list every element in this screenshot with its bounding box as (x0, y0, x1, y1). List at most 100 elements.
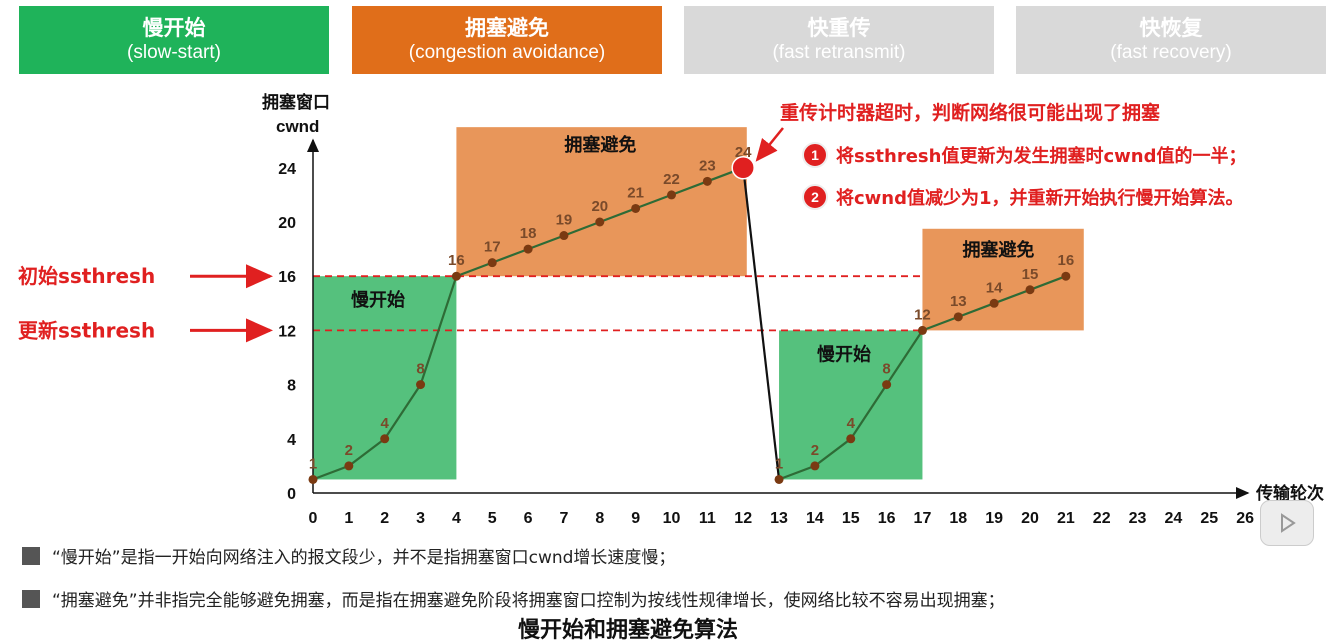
play-button[interactable] (1260, 500, 1314, 546)
x-tick-label: 25 (1200, 510, 1218, 527)
timeout-title: 重传计时器超时，判断网络很可能出现了拥塞 (780, 101, 1161, 124)
x-tick-label: 0 (309, 510, 318, 527)
data-point (810, 461, 820, 471)
step-number-badge (802, 142, 828, 168)
data-point (846, 434, 856, 444)
note-slow-start: “慢开始”是指一开始向网络注入的报文段少，并不是指拥塞窗口cwnd增长速度慢； (22, 543, 675, 568)
x-tick-label: 15 (842, 510, 860, 527)
bullet-square-icon (22, 590, 40, 608)
x-tick-label: 2 (380, 510, 389, 527)
x-tick-label: 22 (1093, 510, 1111, 527)
data-point (380, 434, 390, 444)
phase-fast-retransmit: 快重传 (fast retransmit) (684, 6, 994, 74)
y-tick-label: 12 (278, 323, 296, 340)
data-point-label: 13 (950, 293, 967, 310)
y-tick-label: 8 (287, 378, 296, 395)
x-tick-label: 12 (734, 510, 752, 527)
congestion-avoidance-region (456, 127, 747, 277)
data-point-label: 15 (1022, 266, 1039, 283)
x-tick-label: 21 (1057, 510, 1075, 527)
x-tick-label: 8 (595, 510, 604, 527)
bullet-square-icon (22, 547, 40, 565)
data-point (344, 461, 354, 471)
note-congestion-avoidance: “拥塞避免”并非指完全能够避免拥塞，而是指在拥塞避免阶段将拥塞窗口控制为按线性规… (22, 586, 1005, 611)
data-point (451, 271, 461, 281)
data-point (487, 258, 497, 268)
y-axis-title: 拥塞窗口 (262, 92, 330, 113)
data-point (1025, 285, 1035, 295)
video-subtitle: 慢开始和拥塞避免算法 (518, 618, 739, 643)
phase-fast-recovery: 快恢复 (fast recovery) (1016, 6, 1326, 74)
data-point-label: 24 (735, 144, 752, 161)
data-point-label: 19 (556, 212, 573, 229)
x-axis-title: 传输轮次 (1255, 483, 1324, 504)
phase-title: 拥塞避免 (465, 16, 549, 40)
y-tick-label: 0 (287, 486, 296, 503)
phase-title: 快恢复 (1139, 16, 1203, 40)
y-axis-unit: cwnd (276, 117, 319, 136)
data-point-label: 23 (699, 157, 716, 174)
phase-subtitle: (congestion avoidance) (408, 42, 606, 64)
data-point (1061, 271, 1071, 281)
data-point-label: 16 (448, 252, 465, 269)
x-tick-label: 23 (1129, 510, 1147, 527)
phase-congestion-avoidance: 拥塞避免 (congestion avoidance) (352, 6, 662, 74)
data-point (416, 380, 426, 390)
data-point (559, 231, 569, 241)
data-point (917, 325, 927, 335)
x-tick-label: 26 (1236, 510, 1254, 527)
step-text: 将cwnd值减少为1，并重新开始执行慢开始算法。 (836, 187, 1244, 209)
phase-title: 快重传 (807, 16, 871, 40)
phase-subtitle: (slow-start) (127, 42, 221, 64)
play-icon (1281, 513, 1296, 533)
phase-title: 慢开始 (142, 16, 206, 40)
timeout-event-marker (731, 156, 755, 180)
region-label: 慢开始 (351, 289, 405, 311)
data-point-label: 8 (882, 361, 890, 378)
region-label: 拥塞避免 (962, 239, 1034, 261)
y-tick-label: 24 (278, 161, 296, 178)
data-point (702, 176, 712, 186)
x-tick-label: 10 (663, 510, 681, 527)
x-tick-label: 18 (949, 510, 967, 527)
x-tick-label: 6 (524, 510, 533, 527)
cwnd-series-line (742, 167, 781, 480)
region-label: 拥塞避免 (564, 134, 636, 156)
x-tick-label: 4 (452, 510, 461, 527)
data-point-label: 12 (914, 306, 931, 323)
x-tick-label: 3 (416, 510, 425, 527)
step-text: 将ssthresh值更新为发生拥塞时cwnd值的一半； (836, 145, 1246, 167)
timeout-arrow-icon (755, 127, 784, 162)
data-point-label: 18 (520, 225, 537, 242)
x-tick-label: 24 (1165, 510, 1183, 527)
x-tick-label: 17 (914, 510, 932, 527)
data-point-label: 2 (811, 442, 819, 459)
region-label: 慢开始 (817, 343, 871, 365)
step-number-badge (802, 184, 828, 210)
phase-subtitle: (fast retransmit) (772, 42, 906, 64)
slow-start-region (313, 276, 457, 480)
data-point (667, 190, 676, 200)
phase-slow-start: 慢开始 (slow-start) (19, 6, 329, 74)
data-point (882, 380, 892, 390)
x-tick-label: 1 (344, 510, 353, 527)
data-point-label: 17 (484, 239, 501, 256)
data-point-label: 21 (627, 184, 644, 201)
data-point-label: 2 (345, 442, 353, 459)
x-tick-label: 7 (559, 510, 568, 527)
ssthresh-label: 更新ssthresh (18, 318, 155, 342)
data-point-label: 4 (847, 415, 856, 432)
data-point-label: 1 (775, 455, 783, 472)
y-tick-label: 20 (278, 215, 296, 232)
data-point-label: 20 (591, 198, 608, 215)
x-tick-label: 19 (985, 510, 1003, 527)
data-point-label: 16 (1058, 252, 1075, 269)
x-tick-label: 5 (488, 510, 497, 527)
data-point-label: 8 (416, 361, 424, 378)
data-point (523, 244, 533, 254)
data-point (631, 203, 641, 213)
data-point (595, 217, 605, 227)
data-point-label: 4 (381, 415, 390, 432)
slow-start-region (779, 330, 923, 480)
